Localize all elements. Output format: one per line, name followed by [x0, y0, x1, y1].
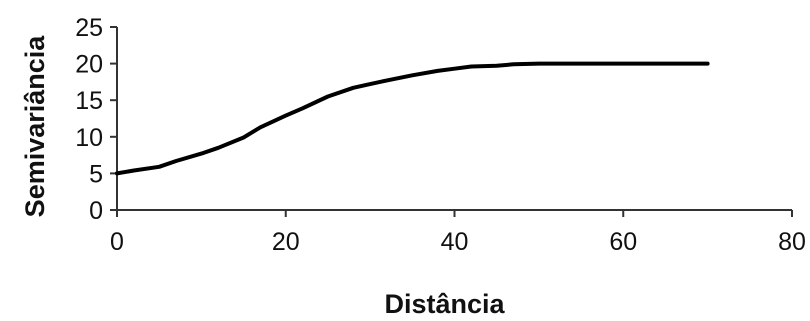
y-tick-label: 15: [75, 87, 103, 115]
y-tick-label: 0: [89, 197, 103, 225]
y-tick-label: 5: [89, 160, 103, 188]
plot-area: 0 20 40 60 80 0 5 10 15 20 25: [75, 14, 806, 256]
x-tick-label: 20: [272, 228, 300, 256]
y-tick-label: 20: [75, 51, 103, 79]
y-axis-title: Semivariância: [20, 35, 50, 218]
x-ticks: 0 20 40 60 80: [110, 210, 806, 256]
semivariogram-line: [115, 61, 710, 176]
x-tick-label: 80: [778, 228, 806, 256]
y-ticks: 0 5 10 15 20 25: [75, 14, 117, 225]
series-layer: [115, 61, 710, 176]
x-tick-label: 0: [110, 228, 124, 256]
y-tick-label: 10: [75, 124, 103, 152]
x-axis-title: Distância: [384, 289, 505, 319]
x-tick-label: 40: [441, 228, 469, 256]
y-tick-label: 25: [75, 14, 103, 42]
x-tick-label: 60: [609, 228, 637, 256]
